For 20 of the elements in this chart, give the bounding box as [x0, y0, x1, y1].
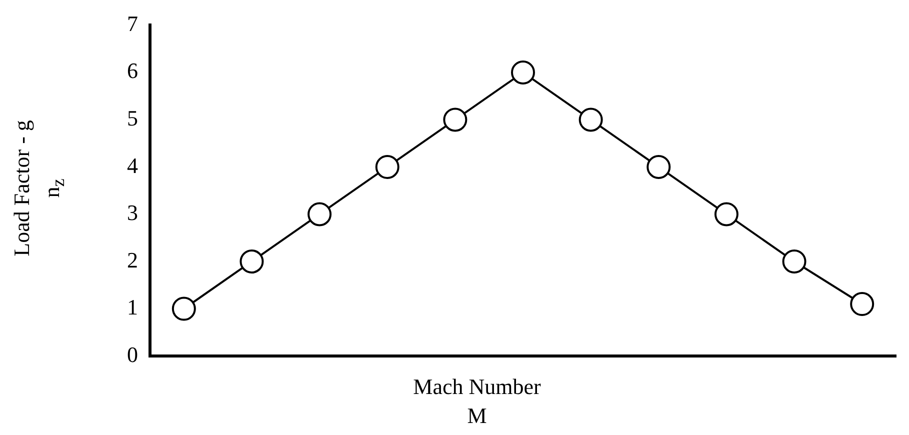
y-tick-label: 4 [127, 152, 138, 178]
x-axis-title: Mach Number M [412, 373, 542, 430]
point [375, 154, 400, 179]
point [443, 108, 468, 132]
point [578, 108, 603, 132]
point [240, 249, 264, 274]
y-tick-label: 0 [127, 342, 138, 367]
point [782, 249, 806, 274]
point [511, 60, 535, 84]
y-tick-label: 2 [127, 247, 138, 272]
point [308, 202, 332, 226]
point [646, 154, 671, 179]
point [172, 296, 196, 321]
y-tick-label: 5 [127, 105, 138, 130]
y-tick-label: 6 [127, 58, 138, 84]
point [714, 202, 738, 226]
y-tick-label: 3 [127, 200, 138, 226]
y-tick-label: 1 [127, 294, 138, 320]
point [850, 292, 874, 316]
y-tick-label: 7 [127, 10, 138, 36]
